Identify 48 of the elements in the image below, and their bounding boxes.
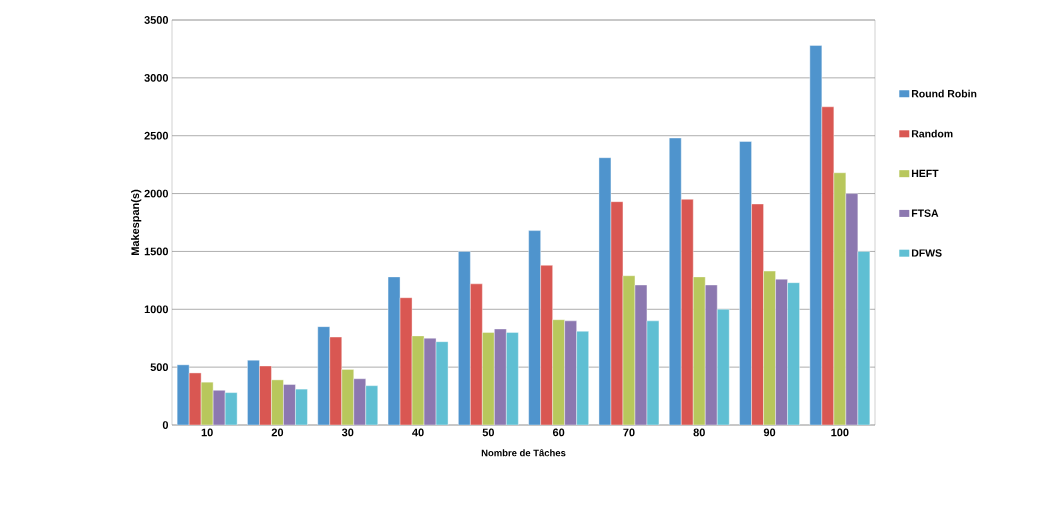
x-tick-label: 70 [623,428,635,437]
legend-label: HEFT [911,169,939,178]
bar [681,199,694,425]
legend-label: Round Robin [911,89,977,98]
y-tick-label: 500 [150,363,169,372]
bar [775,279,788,425]
bar [528,230,541,425]
x-tick-label: 80 [693,428,705,437]
x-tick-label: 30 [341,428,354,437]
bar [751,203,764,425]
y-tick-label: 0 [162,421,169,429]
x-tick-label: 100 [831,428,849,437]
bar [329,336,342,425]
x-tick-label: 50 [482,428,494,437]
bar [552,319,565,425]
bar [669,137,682,425]
y-tick-label: 1500 [144,247,169,256]
legend-label: FTSA [911,209,939,217]
y-tick-label: 2500 [144,131,169,140]
bar [717,309,730,425]
bar [564,320,577,425]
x-tick-label: 60 [552,428,565,437]
x-tick-label: 90 [763,428,776,437]
bar [693,276,706,425]
x-tick-label: 20 [271,428,284,437]
bar [576,331,589,425]
bar [482,332,495,425]
legend-label: DFWS [911,249,942,257]
bar [494,328,507,425]
bar [739,141,752,425]
x-axis-title: Nombre de Tâches [481,449,566,457]
bar [705,284,718,425]
bar [470,283,483,425]
y-tick-label: 3000 [144,73,169,82]
bar [540,265,553,425]
y-axis-title: Makespan(s) [131,189,142,255]
x-tick-label: 10 [201,428,213,437]
y-tick-label: 2000 [144,189,169,198]
bar [458,251,471,425]
bar [317,326,330,425]
bar [177,364,190,425]
legend-label: Random [911,129,953,138]
bar [763,270,776,425]
bar [506,332,519,425]
y-tick-label: 1000 [144,305,169,314]
y-tick-label: 3500 [144,16,169,24]
x-tick-label: 40 [412,428,424,437]
bar [787,282,800,425]
